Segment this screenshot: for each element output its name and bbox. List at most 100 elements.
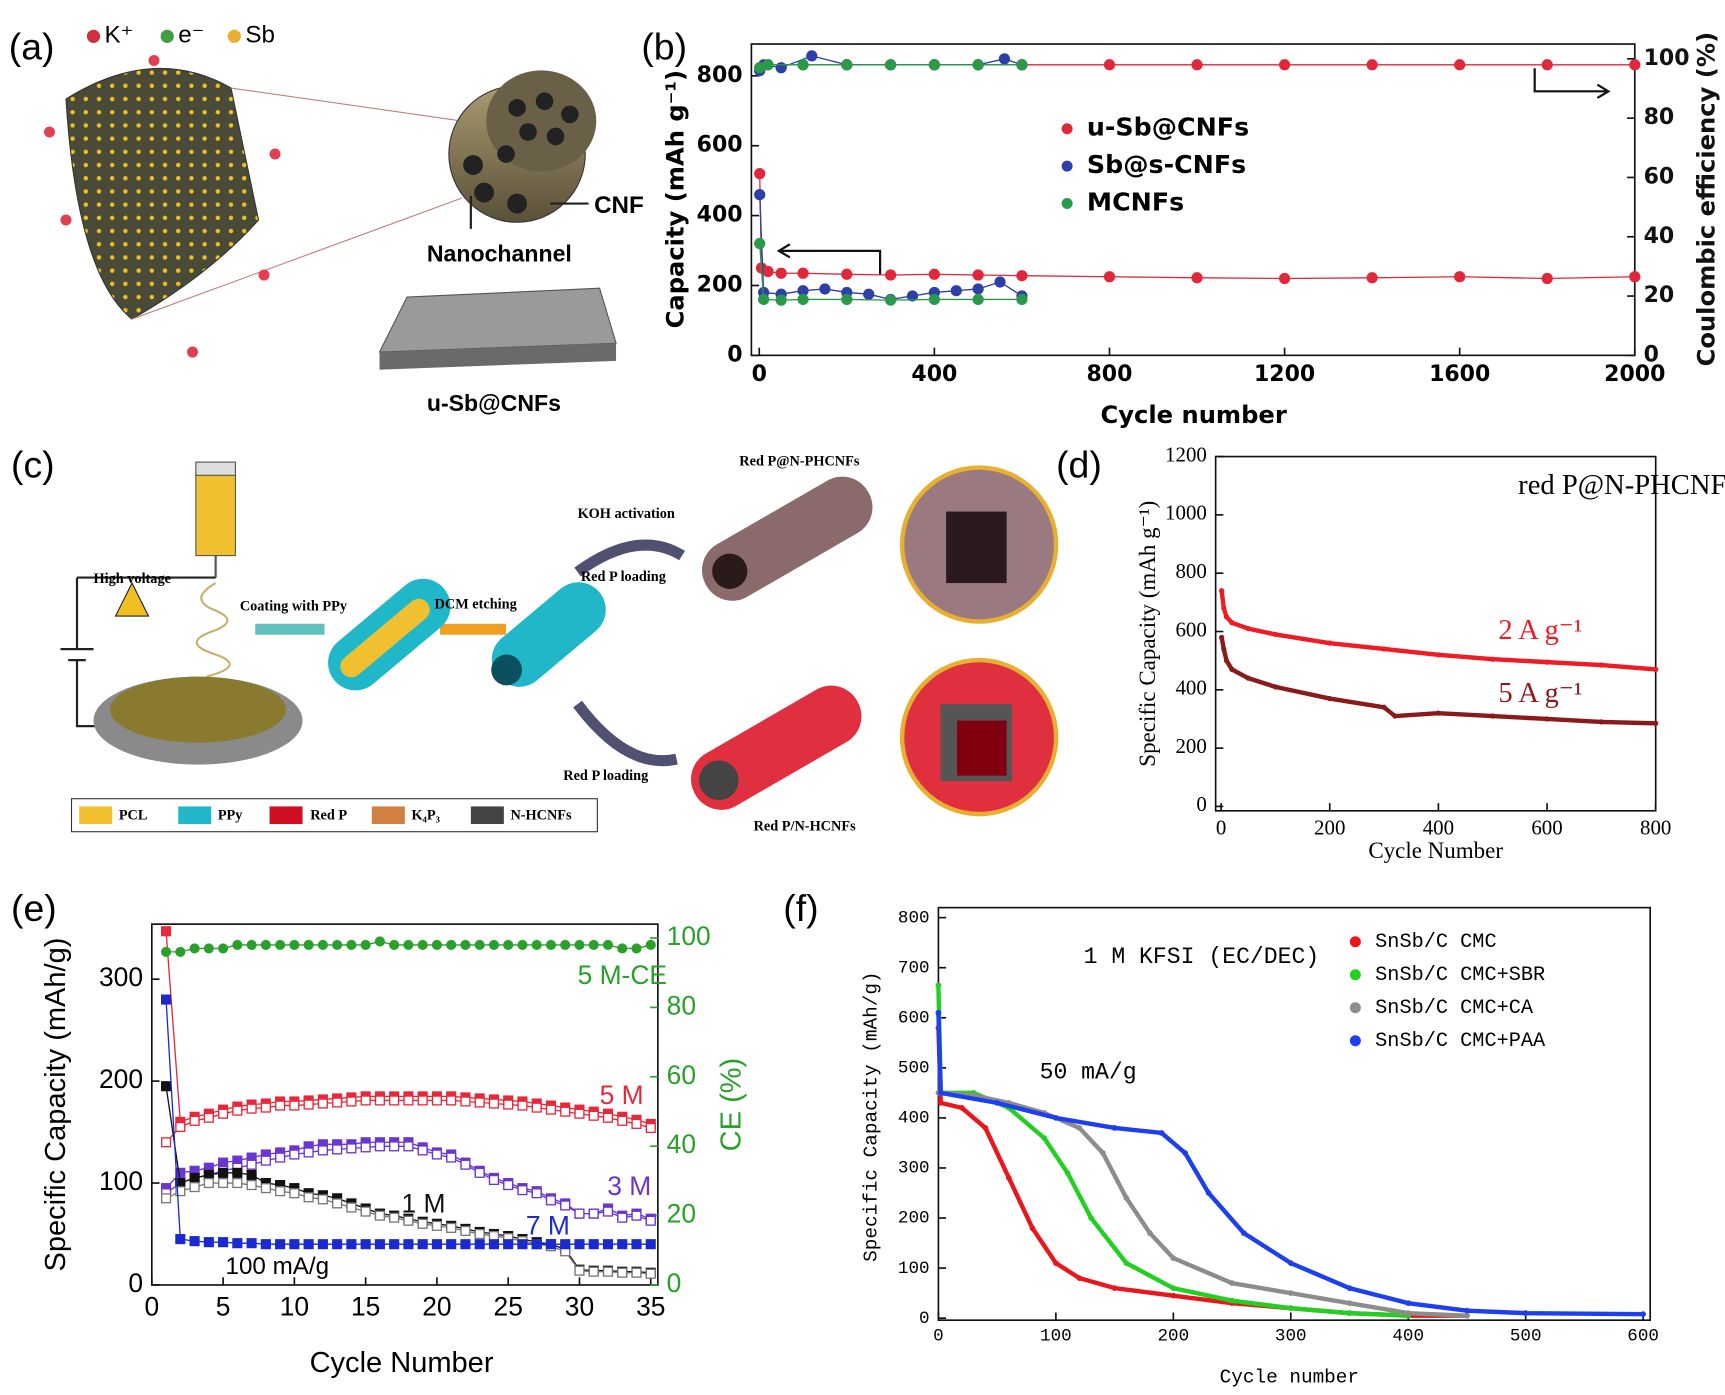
diagram-label: Coating with PPy — [240, 599, 348, 615]
data-point — [503, 1239, 514, 1250]
data-point — [1598, 719, 1605, 725]
legend-marker — [1349, 936, 1361, 948]
plot-frame — [750, 43, 1636, 357]
panel-c-diagram — [60, 461, 1059, 833]
data-point — [797, 267, 809, 279]
diagram-label: Nanochannel — [427, 240, 572, 266]
data-point — [417, 1145, 428, 1156]
data-point — [972, 283, 984, 295]
data-point — [972, 293, 984, 306]
data-point — [1123, 1260, 1130, 1266]
data-point — [545, 939, 557, 951]
y-tick-label: 300 — [898, 1159, 930, 1179]
data-point — [1170, 1285, 1177, 1291]
series-label: 5 M — [600, 1080, 644, 1110]
data-point — [360, 1095, 371, 1106]
data-point — [488, 1174, 500, 1186]
data-point — [431, 1095, 442, 1106]
data-point — [1146, 1230, 1153, 1236]
data-point — [1229, 666, 1235, 673]
x-tick-label: 400 — [1392, 1327, 1424, 1347]
data-point — [517, 1239, 528, 1250]
legend-marker — [1349, 969, 1361, 981]
annotation: 1 M KFSI (EC/DEC) — [1084, 944, 1320, 970]
data-point — [275, 939, 286, 951]
data-point — [602, 1206, 614, 1217]
data-point — [474, 1228, 485, 1240]
y-tick-label: 0 — [727, 342, 742, 367]
y2-tick-label: 40 — [667, 1129, 696, 1159]
legend-label: SnSb/C CMC+CA — [1375, 997, 1534, 1020]
annotation: 50 mA/g — [1040, 1060, 1137, 1086]
data-point — [403, 1095, 414, 1106]
legend-label: N-HCNFs — [510, 808, 572, 824]
data-point — [260, 939, 271, 951]
x-tick-label: 2000 — [1604, 362, 1665, 387]
legend-label: Sb — [245, 22, 275, 49]
data-point — [588, 1208, 599, 1219]
data-point — [161, 1137, 172, 1148]
data-point — [1278, 59, 1291, 71]
data-point — [1016, 293, 1028, 306]
data-point — [1366, 272, 1378, 284]
data-point — [617, 1239, 628, 1250]
data-point — [935, 1009, 942, 1016]
y-tick-label: 400 — [898, 1109, 930, 1129]
data-point — [1640, 1311, 1647, 1318]
legend-marker — [1061, 160, 1073, 172]
data-point — [1272, 631, 1279, 638]
data-point — [431, 939, 442, 951]
data-point — [1029, 1225, 1036, 1231]
data-point — [175, 1167, 186, 1178]
data-point — [937, 1100, 944, 1106]
data-point — [1016, 59, 1028, 71]
series-label: 5 A g⁻¹ — [1498, 678, 1582, 709]
data-point — [884, 269, 897, 281]
data-point — [588, 1266, 599, 1277]
data-point — [1182, 1150, 1188, 1156]
data-point — [574, 1265, 585, 1276]
data-point — [1053, 1115, 1059, 1121]
y-tick-label: 500 — [898, 1058, 930, 1078]
y2-axis-label: CE (%) — [715, 1058, 747, 1152]
data-point — [560, 1106, 571, 1117]
data-point — [246, 939, 257, 951]
y-tick-label: 200 — [697, 272, 743, 297]
data-point — [1541, 59, 1553, 71]
data-point — [1346, 1285, 1353, 1291]
data-point — [994, 276, 1006, 288]
data-point — [574, 1108, 585, 1119]
data-point — [631, 1267, 642, 1278]
data-point — [161, 1193, 172, 1204]
data-point — [588, 1110, 599, 1121]
data-point — [417, 1239, 428, 1250]
data-point — [246, 1238, 257, 1249]
data-point — [884, 59, 897, 71]
data-point — [289, 1188, 300, 1199]
data-point — [218, 1177, 229, 1189]
series-line — [936, 1012, 1644, 1317]
y2-tick-label: 20 — [1644, 283, 1675, 308]
data-point — [389, 939, 400, 951]
y-tick-label: 800 — [1175, 559, 1206, 583]
data-point — [260, 1155, 271, 1166]
series-label: 1 M — [402, 1189, 446, 1219]
data-point — [446, 939, 457, 951]
y2-tick-label: 80 — [667, 990, 696, 1020]
data-point — [1272, 684, 1279, 690]
data-point — [474, 1167, 485, 1178]
data-point — [488, 1239, 500, 1250]
y-axis-label: Specific Capacity (mAh g⁻¹) — [1135, 501, 1160, 767]
data-point — [360, 939, 371, 951]
x-tick-label: 10 — [280, 1292, 309, 1322]
series-label: 2 A g⁻¹ — [1498, 615, 1582, 646]
data-point — [403, 939, 414, 951]
x-tick-label: 300 — [1275, 1327, 1307, 1347]
data-point — [431, 1220, 442, 1231]
diagram-label: CNF — [594, 192, 644, 219]
panel-a-diagram — [44, 29, 617, 370]
legend-label: PPy — [218, 808, 243, 824]
data-point — [488, 1098, 500, 1109]
data-point — [389, 1212, 400, 1223]
data-point — [517, 939, 528, 951]
